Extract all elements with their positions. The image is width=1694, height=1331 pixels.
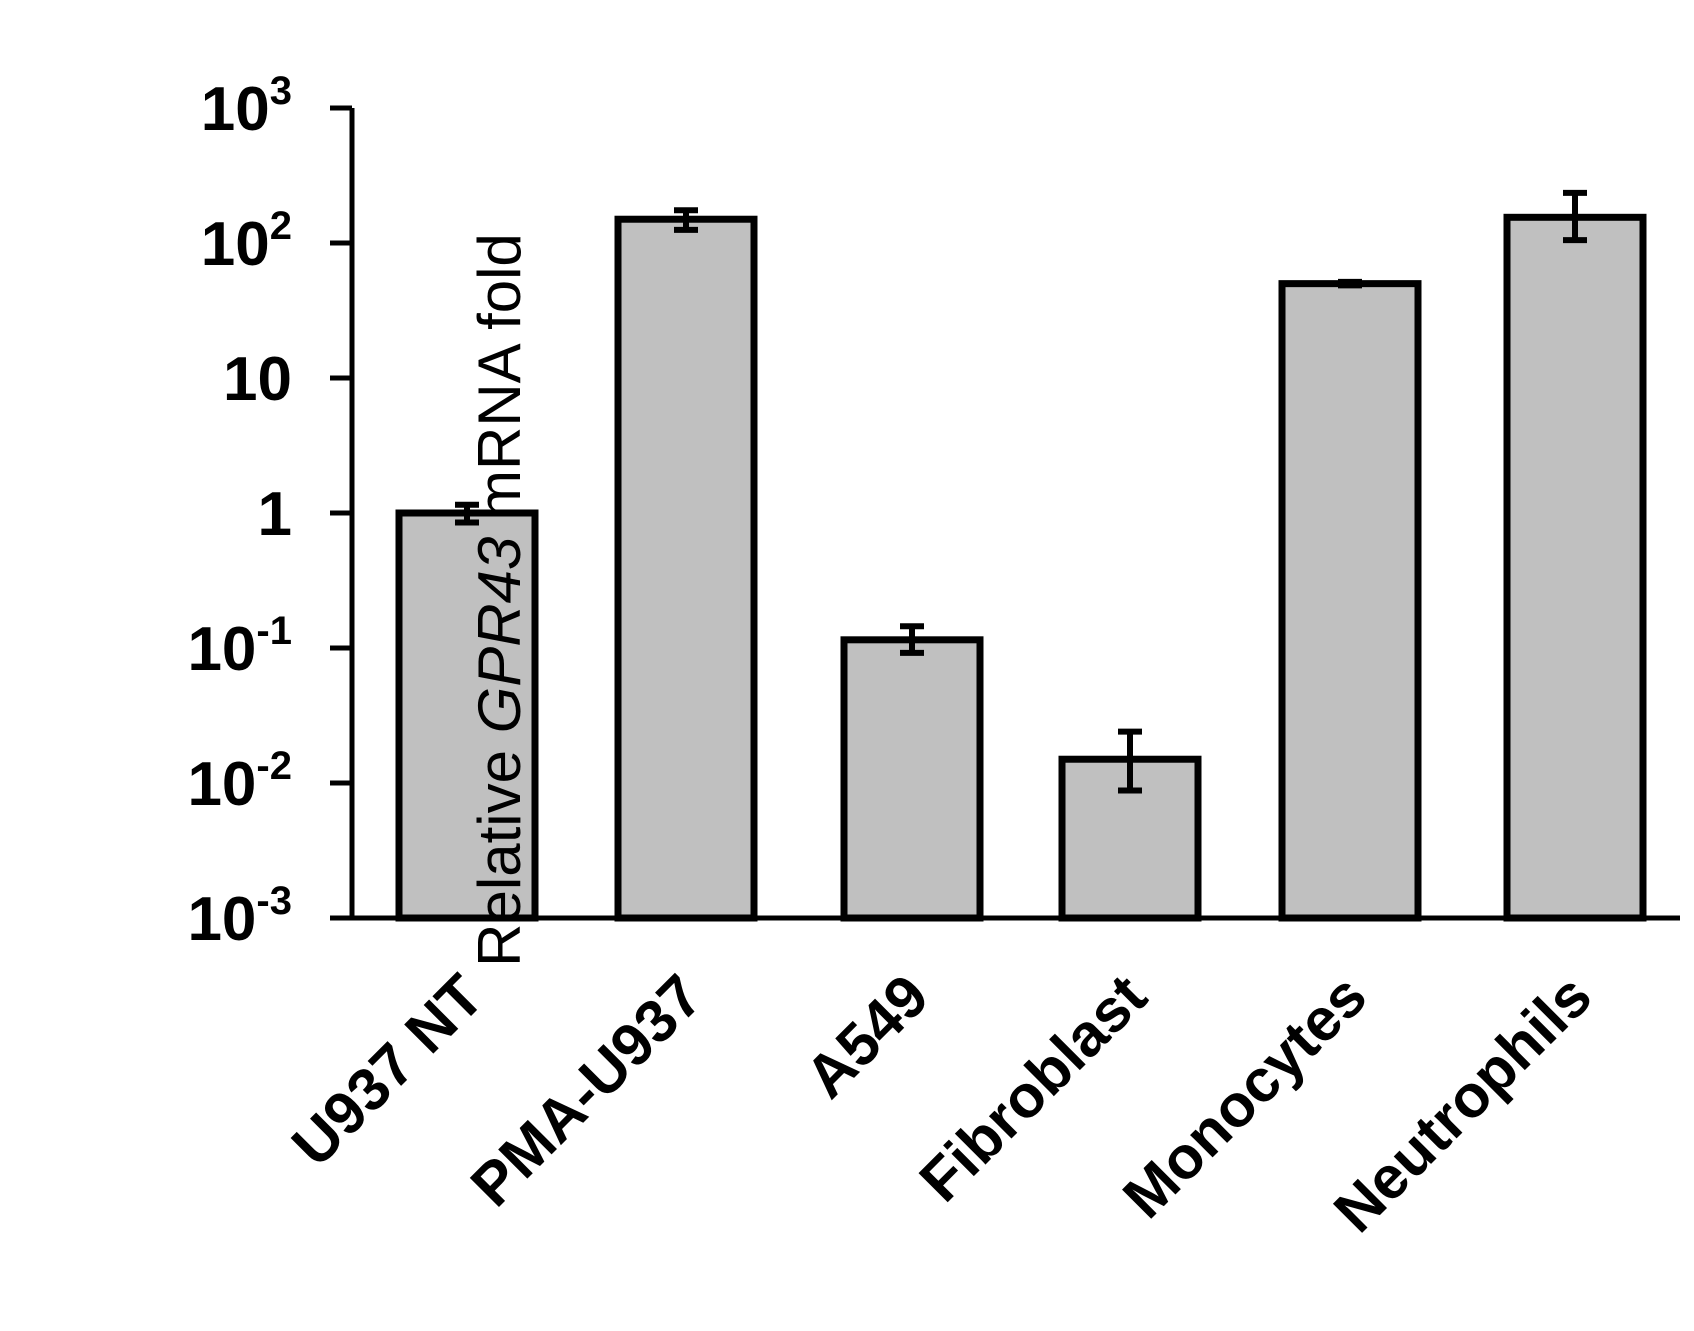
- bar-a549: [840, 636, 984, 922]
- y-axis-title: Relative GPR43 mRNA fold: [466, 233, 533, 967]
- y-axis-title-suffix: mRNA fold: [466, 233, 533, 536]
- bar-pma-u937: [614, 215, 758, 922]
- y-axis-title-gene: GPR43: [466, 537, 533, 734]
- error-bar: [1563, 189, 1587, 244]
- error-bar: [455, 501, 479, 526]
- error-bar: [1118, 728, 1142, 794]
- y-tick-label: 10: [223, 345, 292, 414]
- x-category-label: U937 NT: [279, 962, 496, 1179]
- y-tick-base: 10: [223, 345, 292, 414]
- y-tick-base: 10: [201, 210, 270, 279]
- error-bar: [674, 207, 698, 233]
- error-bar: [1338, 278, 1362, 289]
- error-bars: [455, 189, 1587, 794]
- y-tick-exponent: -1: [256, 609, 292, 653]
- y-tick-base: 1: [258, 480, 292, 549]
- x-category-label: A549: [792, 962, 941, 1111]
- y-axis-title-prefix: Relative: [466, 733, 533, 966]
- y-tick-base: 10: [187, 750, 256, 819]
- y-tick-base: 10: [187, 885, 256, 954]
- y-tick-exponent: -2: [256, 744, 292, 788]
- error-bar: [900, 623, 924, 656]
- y-tick-exponent: -3: [256, 879, 292, 923]
- y-tick-label: 1: [258, 480, 292, 549]
- x-category-label: PMA-U937: [458, 962, 715, 1219]
- y-tick-label: 10-3: [187, 879, 292, 954]
- bar-neutrophils: [1503, 213, 1647, 922]
- y-tick-label: 10-1: [187, 609, 292, 684]
- y-tick-exponent: 2: [270, 204, 292, 248]
- y-tick-base: 10: [201, 75, 270, 144]
- y-tick-label: 10-2: [187, 744, 292, 819]
- bar-monocytes: [1278, 280, 1422, 922]
- bars: [395, 213, 1647, 922]
- y-tick-exponent: 3: [270, 69, 292, 113]
- y-tick-label: 103: [201, 69, 292, 144]
- y-tick-base: 10: [187, 615, 256, 684]
- y-tick-label: 102: [201, 204, 292, 279]
